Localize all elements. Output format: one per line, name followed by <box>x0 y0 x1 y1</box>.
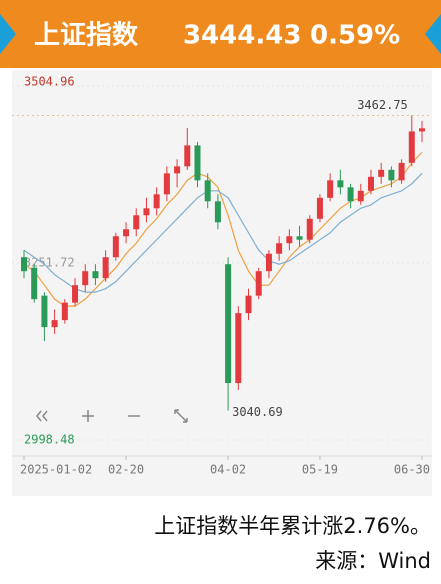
candle-body <box>316 197 323 219</box>
y-tick-label: 3504.96 <box>24 75 75 89</box>
back-icon[interactable] <box>36 410 48 422</box>
expand-icon[interactable] <box>174 409 188 423</box>
min-label: 3040.69 <box>232 405 283 419</box>
candle-body <box>367 176 374 191</box>
x-tick-label: 04-02 <box>210 463 246 477</box>
candle-body <box>214 201 221 223</box>
banner-deco <box>0 14 16 54</box>
candle-body <box>163 173 170 195</box>
candle-body <box>378 169 385 177</box>
controls <box>36 409 188 423</box>
caption: 上证指数半年累计涨2.76%。 <box>154 514 431 538</box>
candle-body <box>327 180 334 198</box>
candle-body <box>21 257 27 272</box>
x-tick-label: 05-19 <box>302 463 338 477</box>
candle-body <box>347 187 354 202</box>
source: 来源：Wind <box>315 549 431 573</box>
header-title: 上证指数 <box>34 21 139 51</box>
zoom-in-icon[interactable] <box>82 410 94 422</box>
candle-body <box>337 180 344 188</box>
x-tick-label: 06-30 <box>394 463 430 477</box>
candle-body <box>82 271 89 286</box>
header-banner <box>0 0 441 68</box>
candle-body <box>61 302 68 321</box>
candle-body <box>245 295 252 314</box>
candle-body <box>306 218 313 240</box>
candle-body <box>194 145 201 181</box>
candle-body <box>357 190 364 202</box>
candle-body <box>72 285 79 303</box>
candle-body <box>204 180 211 202</box>
candle-body <box>286 236 293 244</box>
candle-body <box>174 166 181 174</box>
candle-body <box>255 271 262 296</box>
candle-body <box>92 271 99 279</box>
candle-body <box>296 236 303 240</box>
y-tick-label: 2998.48 <box>24 433 75 447</box>
candle-body <box>31 267 38 300</box>
candle-body <box>112 236 119 258</box>
candle-body <box>143 208 150 216</box>
x-tick-label: 02-20 <box>108 463 144 477</box>
candle-body <box>184 145 191 167</box>
candle-body <box>41 295 48 328</box>
header-value: 3444.43 <box>183 21 301 51</box>
candle-body <box>102 257 109 279</box>
y-tick-label: 3251.72 <box>24 256 75 270</box>
x-tick-label: 2025-01-02 <box>20 463 92 477</box>
chart: 上证指数 3444.43 0.59% 3504.96 3251.72 2998.48… <box>0 0 441 496</box>
candle-body <box>398 162 405 181</box>
candle-body <box>51 320 58 328</box>
candle-body <box>153 194 160 209</box>
max-label: 3462.75 <box>357 98 408 112</box>
header-change: 0.59% <box>310 21 400 51</box>
moving-average <box>23 172 423 293</box>
chart-bg <box>12 70 432 496</box>
candle-body <box>408 131 415 163</box>
candle-body <box>388 169 395 181</box>
candle-body <box>123 229 130 237</box>
moving-average <box>23 151 423 307</box>
candle-body <box>276 243 283 254</box>
candle-body <box>133 215 140 230</box>
banner-deco <box>425 14 441 54</box>
candle-body <box>225 264 232 384</box>
candle-body <box>235 313 242 384</box>
candle-body <box>419 128 425 132</box>
candle-body <box>265 253 272 272</box>
